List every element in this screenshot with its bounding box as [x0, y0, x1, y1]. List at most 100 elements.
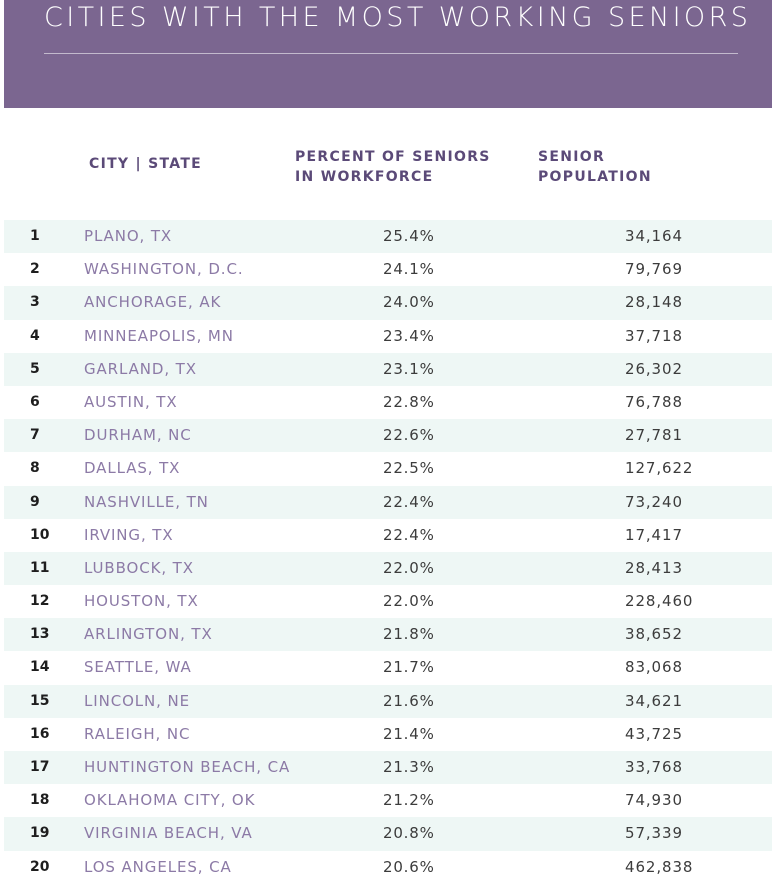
- city-cell: RALEIGH, NC: [84, 724, 191, 743]
- rank-cell: 16: [30, 725, 50, 742]
- percent-cell: 22.4%: [383, 492, 435, 511]
- table-row: 3 ANCHORAGE, AK 24.0% 28,148: [4, 286, 772, 320]
- table-row: 11 LUBBOCK, TX 22.0% 28,413: [4, 551, 772, 586]
- rank-cell: 17: [30, 759, 50, 775]
- column-header-population-line1: SENIOR: [538, 149, 606, 165]
- percent-cell: 21.4%: [383, 724, 435, 743]
- rank-cell: 18: [30, 792, 50, 809]
- percent-cell: 20.6%: [383, 857, 435, 876]
- percent-cell: 21.6%: [383, 691, 435, 710]
- table-row: 1 PLANO, TX 25.4% 34,164: [4, 220, 772, 254]
- rank-cell: 2: [30, 261, 40, 278]
- population-cell: 76,788: [625, 392, 683, 411]
- rank-cell: 20: [30, 858, 50, 875]
- table-row: 20 LOS ANGELES, CA 20.6% 462,838: [4, 851, 772, 884]
- population-cell: 462,838: [625, 857, 694, 876]
- population-cell: 38,652: [625, 625, 683, 644]
- table-row: 9 NASHVILLE, TN 22.4% 73,240: [4, 485, 772, 519]
- rank-cell: 8: [30, 460, 40, 477]
- percent-cell: 24.1%: [383, 260, 435, 279]
- population-cell: 79,769: [625, 260, 683, 279]
- table-row: 6 AUSTIN, TX 22.8% 76,788: [4, 386, 772, 419]
- population-cell: 34,621: [625, 691, 683, 710]
- city-cell: DALLAS, TX: [84, 459, 181, 478]
- column-header-population: SENIOR POPULATION: [538, 147, 652, 187]
- rank-cell: 13: [30, 626, 50, 643]
- city-cell: LINCOLN, NE: [84, 691, 190, 710]
- population-cell: 74,930: [625, 791, 683, 810]
- table-row: 8 DALLAS, TX 22.5% 127,622: [4, 452, 772, 485]
- percent-cell: 21.7%: [383, 658, 435, 677]
- population-cell: 27,781: [625, 426, 683, 445]
- table-row: 15 LINCOLN, NE 21.6% 34,621: [4, 684, 772, 718]
- percent-cell: 24.0%: [383, 293, 435, 312]
- percent-cell: 22.5%: [383, 459, 435, 478]
- city-cell: HUNTINGTON BEACH, CA: [84, 758, 291, 776]
- rank-cell: 14: [30, 659, 50, 676]
- cities-table: 1 PLANO, TX 25.4% 34,164 2 WASHINGTON, D.C. 24…: [4, 220, 772, 884]
- city-cell: PLANO, TX: [84, 227, 173, 245]
- percent-cell: 21.2%: [383, 791, 435, 810]
- population-cell: 34,164: [625, 227, 683, 245]
- rank-cell: 1: [30, 228, 40, 244]
- population-cell: 228,460: [625, 592, 694, 611]
- city-cell: WASHINGTON, D.C.: [84, 260, 244, 279]
- table-row: 13 ARLINGTON, TX 21.8% 38,652: [4, 618, 772, 652]
- percent-cell: 22.6%: [383, 426, 435, 445]
- table-row: 7 DURHAM, NC 22.6% 27,781: [4, 419, 772, 453]
- rank-cell: 6: [30, 393, 40, 410]
- rank-cell: 7: [30, 427, 40, 444]
- population-cell: 17,417: [625, 525, 683, 544]
- table-row: 10 IRVING, TX 22.4% 17,417: [4, 519, 772, 552]
- percent-cell: 22.0%: [383, 558, 435, 577]
- percent-cell: 22.0%: [383, 592, 435, 611]
- column-header-city: CITY | STATE: [89, 156, 203, 172]
- rank-cell: 9: [30, 493, 40, 510]
- table-row: 4 MINNEAPOLIS, MN 23.4% 37,718: [4, 320, 772, 353]
- rank-cell: 3: [30, 294, 40, 311]
- population-cell: 83,068: [625, 658, 683, 677]
- city-cell: DURHAM, NC: [84, 426, 192, 445]
- rank-cell: 4: [30, 327, 40, 344]
- column-header-percent-line1: PERCENT OF SENIORS: [295, 149, 491, 165]
- rank-cell: 12: [30, 593, 50, 610]
- population-cell: 26,302: [625, 359, 683, 378]
- percent-cell: 25.4%: [383, 227, 435, 245]
- city-cell: GARLAND, TX: [84, 359, 197, 378]
- rank-cell: 15: [30, 692, 50, 709]
- city-cell: ARLINGTON, TX: [84, 625, 213, 644]
- population-cell: 57,339: [625, 824, 683, 843]
- rank-cell: 11: [30, 559, 50, 576]
- table-row: 16 RALEIGH, NC 21.4% 43,725: [4, 718, 772, 751]
- population-cell: 73,240: [625, 492, 683, 511]
- city-cell: NASHVILLE, TN: [84, 492, 209, 511]
- population-cell: 33,768: [625, 758, 683, 776]
- percent-cell: 22.4%: [383, 525, 435, 544]
- city-cell: MINNEAPOLIS, MN: [84, 326, 234, 345]
- population-cell: 43,725: [625, 724, 683, 743]
- title-banner: CITIES WITH THE MOST WORKING SENIORS: [4, 0, 772, 108]
- percent-cell: 23.4%: [383, 326, 435, 345]
- population-cell: 37,718: [625, 326, 683, 345]
- city-cell: LUBBOCK, TX: [84, 558, 194, 577]
- city-cell: AUSTIN, TX: [84, 392, 178, 411]
- column-header-population-line2: POPULATION: [538, 169, 652, 185]
- table-row: 14 SEATTLE, WA 21.7% 83,068: [4, 651, 772, 684]
- rank-cell: 19: [30, 825, 50, 842]
- percent-cell: 21.8%: [383, 625, 435, 644]
- city-cell: OKLAHOMA CITY, OK: [84, 791, 256, 810]
- table-row: 18 OKLAHOMA CITY, OK 21.2% 74,930: [4, 784, 772, 817]
- population-cell: 28,148: [625, 293, 683, 312]
- city-cell: IRVING, TX: [84, 525, 174, 544]
- table-row: 19 VIRGINIA BEACH, VA 20.8% 57,339: [4, 817, 772, 851]
- population-cell: 127,622: [625, 459, 694, 478]
- table-row: 5 GARLAND, TX 23.1% 26,302: [4, 352, 772, 386]
- rank-cell: 10: [30, 526, 50, 543]
- rank-cell: 5: [30, 360, 40, 377]
- title-divider: [44, 53, 738, 54]
- percent-cell: 22.8%: [383, 392, 435, 411]
- city-cell: HOUSTON, TX: [84, 592, 199, 611]
- table-row: 12 HOUSTON, TX 22.0% 228,460: [4, 585, 772, 618]
- table-row: 17 HUNTINGTON BEACH, CA 21.3% 33,768: [4, 751, 772, 785]
- column-header-percent: PERCENT OF SENIORS IN WORKFORCE: [295, 147, 491, 187]
